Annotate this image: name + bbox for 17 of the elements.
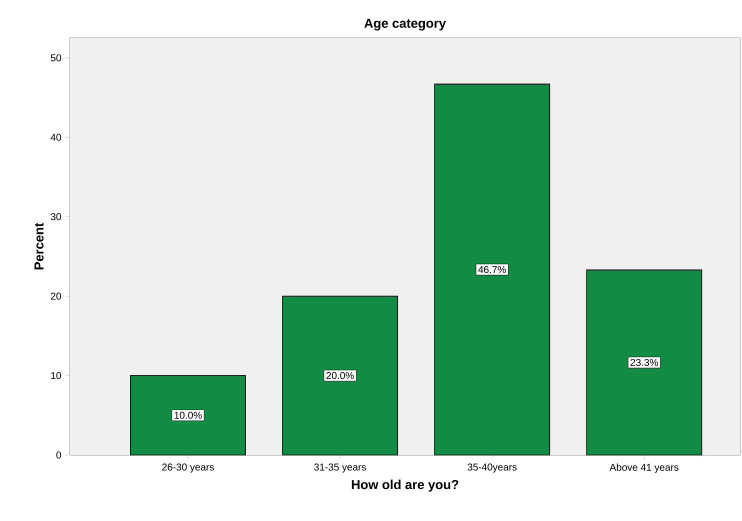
x-tick-label: 35-40years [468, 464, 517, 473]
data-label: 10.0% [174, 412, 202, 419]
data-label: 46.7% [478, 266, 506, 274]
y-axis-title: Percent [34, 222, 44, 270]
data-label: 23.3% [630, 358, 658, 366]
x-axis-title: How old are you? [352, 480, 458, 492]
x-tick-label: 31-35 years [314, 464, 366, 473]
y-tick-label: 40 [50, 134, 62, 141]
y-tick-label: 20 [50, 292, 62, 300]
y-tick-label: 30 [50, 213, 62, 220]
y-tick-label: 50 [50, 54, 62, 62]
chart-title: Age category [364, 18, 446, 30]
y-tick-label: 0 [56, 451, 62, 459]
y-tick-label: 10 [51, 372, 62, 380]
data-label: 20.0% [326, 372, 354, 380]
x-tick-label: Above 41 years [610, 464, 678, 473]
x-tick-label: 26-30 years [162, 464, 214, 473]
